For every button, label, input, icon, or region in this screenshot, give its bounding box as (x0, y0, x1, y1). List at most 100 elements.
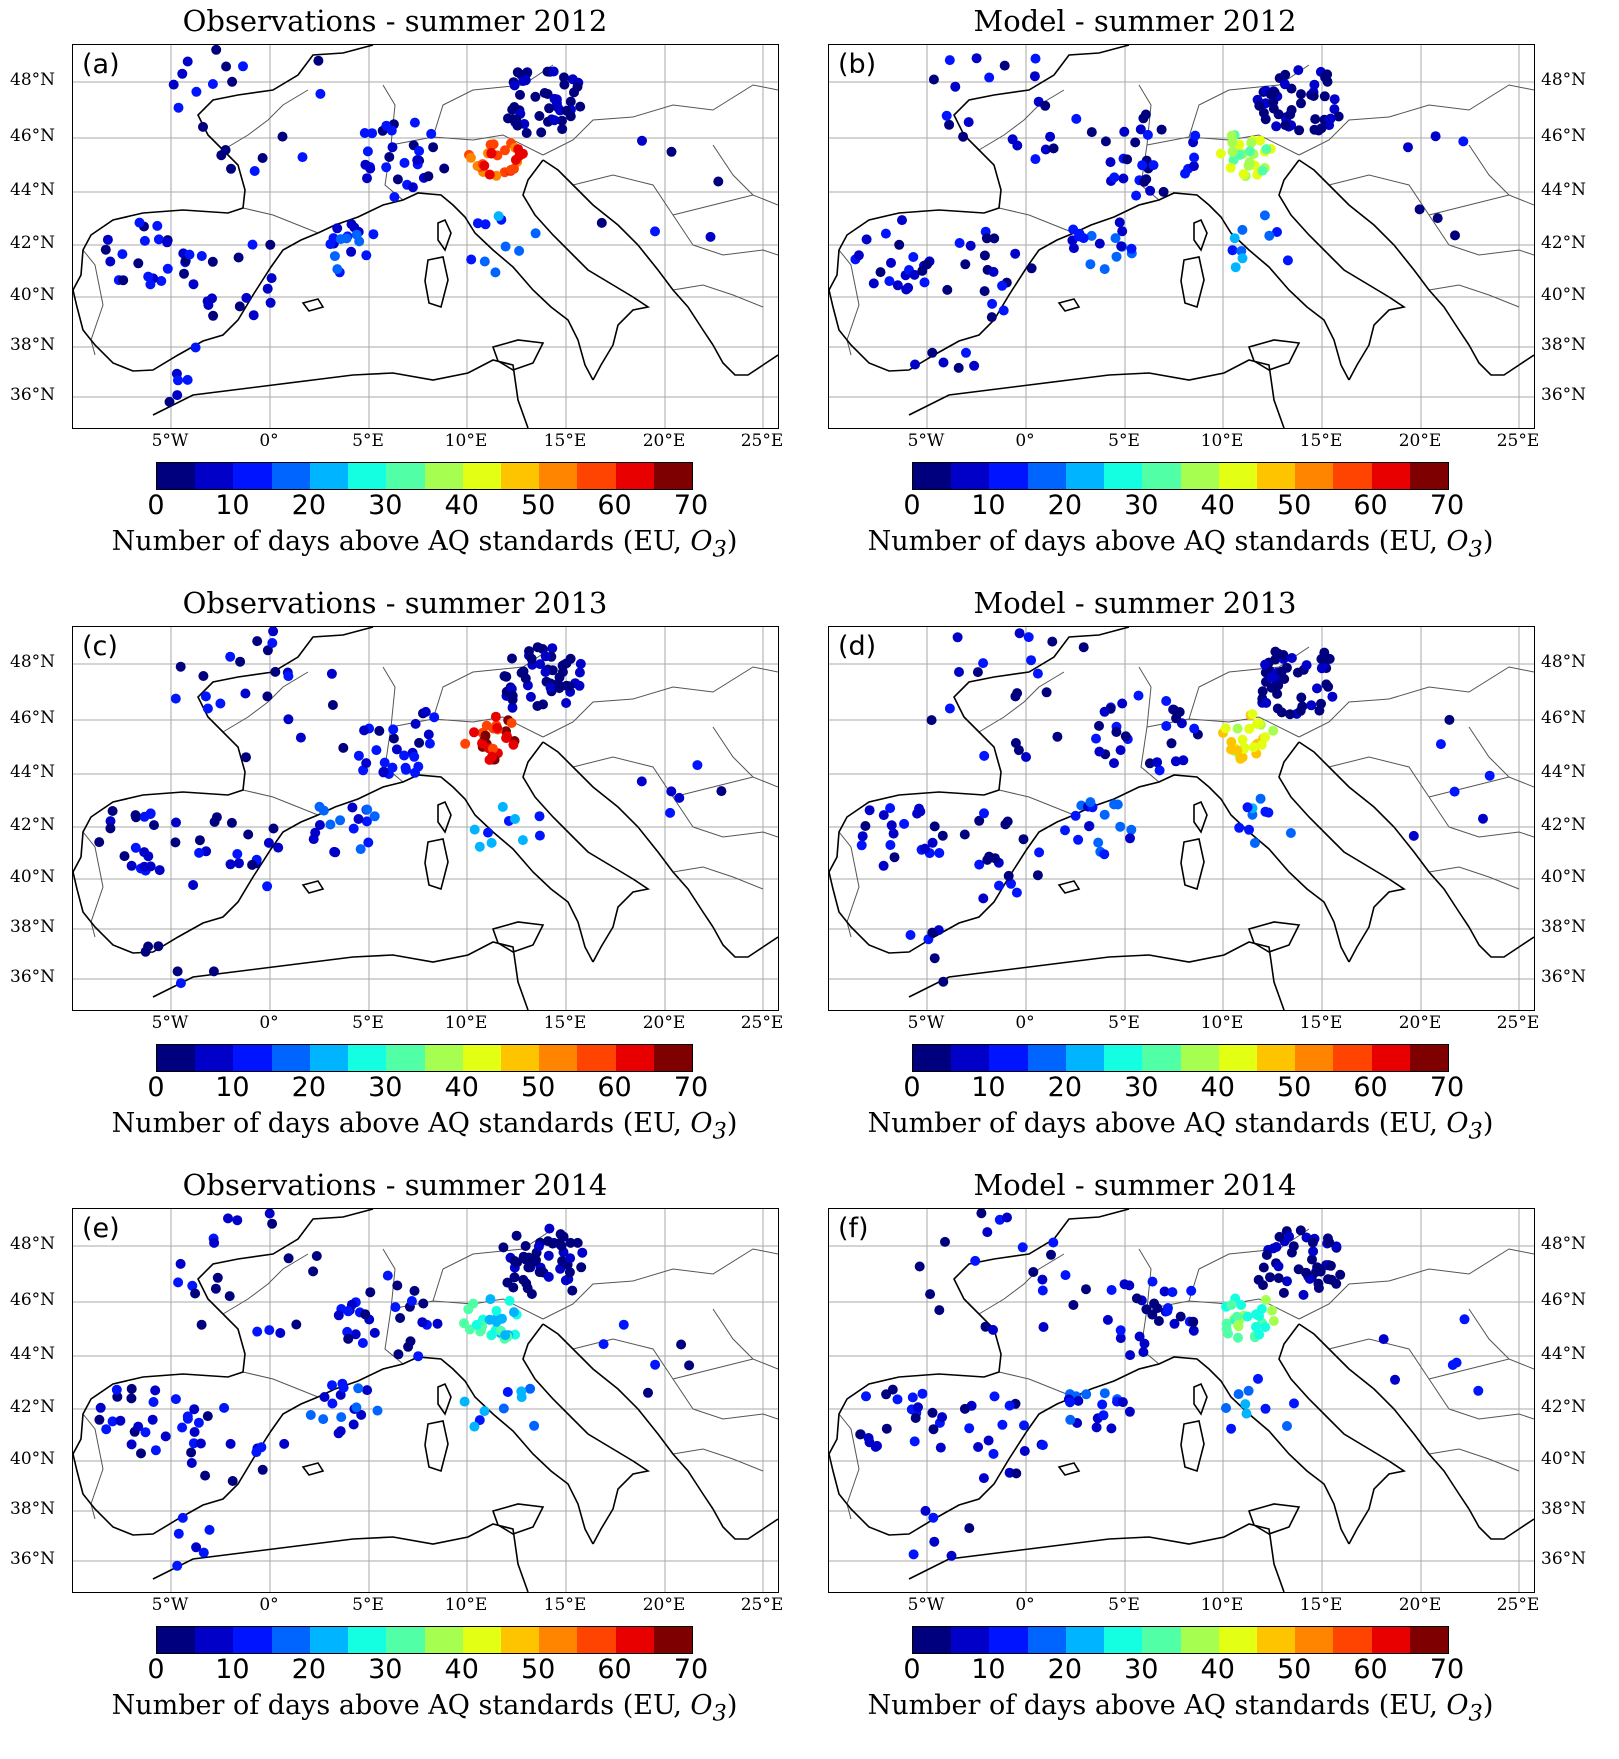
station-dot (510, 154, 521, 165)
station-dot (227, 1476, 238, 1486)
station-dot (107, 1416, 118, 1427)
station-dot (361, 816, 372, 827)
station-dot (545, 682, 556, 693)
station-dot (224, 1291, 235, 1302)
station-dot (1156, 124, 1167, 135)
station-dot (356, 1409, 367, 1420)
longitude-label: 25°E (1496, 431, 1540, 451)
latitude-label: 38°N (10, 1499, 56, 1519)
station-dot (908, 252, 919, 262)
longitude-label: 25°E (1496, 1595, 1540, 1615)
station-dot (143, 271, 154, 282)
station-dot (466, 254, 477, 265)
longitude-label: 10°E (1200, 1595, 1244, 1615)
station-dot (371, 745, 382, 756)
colorbar (156, 462, 693, 490)
map-frame: (a) (72, 44, 779, 429)
station-dot (1233, 1332, 1243, 1343)
station-dot (1010, 738, 1021, 748)
station-dot (565, 96, 576, 107)
colorbar (912, 1626, 1449, 1654)
station-dot (498, 1403, 509, 1414)
station-dot (1119, 126, 1130, 137)
colorbar-segment (348, 1045, 387, 1071)
station-dot (1247, 709, 1258, 720)
station-dot (925, 1289, 936, 1300)
colorbar-segment (233, 1045, 272, 1071)
station-dot (432, 1318, 443, 1329)
station-dot (1325, 1260, 1336, 1271)
station-dot (926, 715, 937, 726)
station-dot (1329, 94, 1340, 105)
station-dot (1260, 1322, 1271, 1333)
station-dot (940, 1236, 950, 1247)
station-dot (399, 750, 410, 761)
station-dot (208, 966, 219, 977)
station-dot (881, 1389, 892, 1400)
coastline (317, 192, 594, 381)
longitude-label: 0° (259, 431, 279, 451)
map-frame: (f) (828, 1208, 1535, 1593)
latitude-label: 36°N (10, 967, 56, 987)
colorbar-segment (1218, 1627, 1257, 1653)
colorbar-segment (951, 1627, 990, 1653)
station-dot (1175, 1311, 1186, 1322)
station-dot (897, 215, 907, 226)
coastline (1073, 774, 1350, 963)
station-dot (1238, 169, 1249, 180)
station-dot (164, 396, 175, 407)
station-dot (332, 223, 343, 234)
station-dot (198, 1547, 209, 1558)
station-dot (988, 266, 999, 277)
station-dot (362, 804, 373, 815)
station-dot (485, 139, 496, 150)
longitude-label: 25°E (1496, 1013, 1540, 1033)
station-dot (716, 786, 727, 797)
station-dot (1068, 243, 1079, 254)
coastline (1468, 926, 1534, 958)
colorbar-segment (1371, 1627, 1410, 1653)
station-dot (574, 667, 585, 678)
station-dot (241, 752, 251, 763)
colorbar-segment (424, 1045, 463, 1071)
colorbar-tick-label: 10 (971, 1072, 1006, 1103)
station-dot (970, 1255, 981, 1266)
latitude-label: 44°N (1541, 180, 1587, 200)
coastline (522, 741, 651, 963)
station-dot (1241, 1408, 1252, 1419)
station-dot (960, 259, 971, 270)
station-dot (860, 821, 871, 831)
station-dot (1226, 1299, 1237, 1310)
latitude-label: 46°N (1541, 1290, 1587, 1310)
station-dot (195, 1438, 206, 1449)
coastline (1193, 218, 1208, 252)
station-dot (500, 241, 511, 252)
station-dot (544, 103, 555, 114)
station-dot (257, 1464, 268, 1475)
station-dot (359, 725, 370, 736)
station-dot (387, 762, 398, 773)
station-dot (202, 1411, 213, 1422)
station-dot (1321, 679, 1332, 690)
station-dot (554, 683, 565, 694)
station-dot (1301, 660, 1312, 671)
station-dot (388, 733, 399, 744)
station-dot (369, 811, 380, 822)
country-border (1298, 116, 1390, 156)
colorbar-tick-label: 60 (597, 1654, 632, 1685)
station-dot (650, 226, 660, 237)
station-dot (1274, 1231, 1285, 1242)
station-dot (372, 1405, 383, 1416)
station-dot (959, 1403, 970, 1414)
station-dot (172, 966, 183, 977)
map-canvas (829, 45, 1534, 428)
station-dot (150, 1385, 161, 1396)
station-dot (560, 1275, 571, 1286)
station-dot (1034, 847, 1045, 858)
colorbar-segment (386, 1045, 425, 1071)
station-dot (1017, 1242, 1028, 1253)
colorbar-segment (1027, 1627, 1066, 1653)
station-dot (1323, 1274, 1333, 1285)
station-dot (1255, 793, 1266, 804)
station-dot (279, 1438, 290, 1449)
